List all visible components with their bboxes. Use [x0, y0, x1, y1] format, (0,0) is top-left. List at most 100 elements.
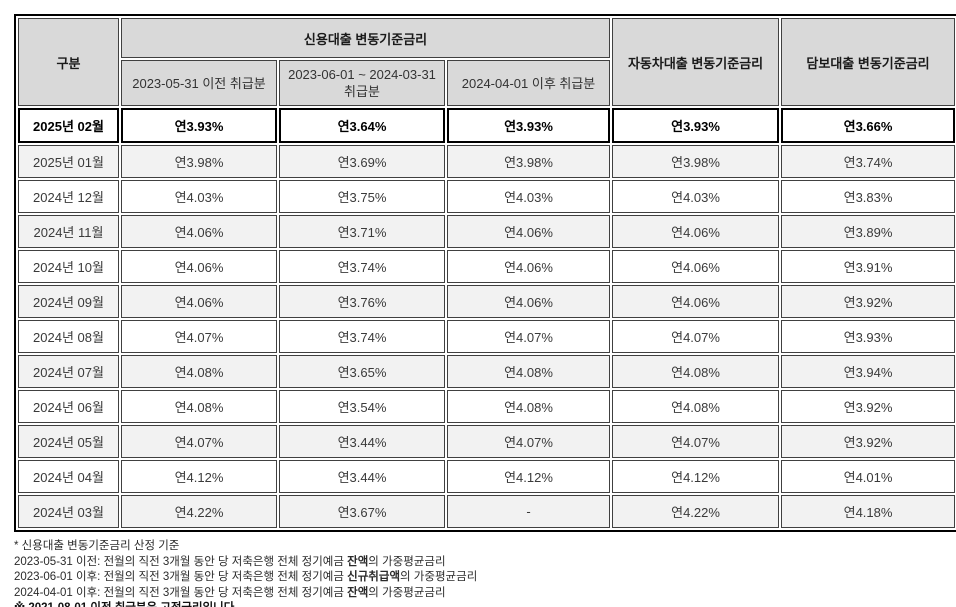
month-cell: 2024년 11월	[18, 215, 119, 248]
rate-cell: 연4.07%	[612, 320, 780, 353]
table-row: 2024년 05월 연4.07% 연3.44% 연4.07% 연4.07% 연3…	[18, 425, 956, 458]
month-cell: 2024년 04월	[18, 460, 119, 493]
rate-cell: 연3.83%	[781, 180, 956, 213]
rate-cell: 연4.06%	[121, 215, 277, 248]
rate-cell: 연3.92%	[781, 285, 956, 318]
footnote-basis-after-2024-04-01: 2024-04-01 이후: 전월의 직전 3개월 동안 당 저축은행 전체 정…	[14, 586, 446, 599]
rate-cell: 연3.44%	[279, 460, 445, 493]
month-cell: 2024년 08월	[18, 320, 119, 353]
rate-cell: 연3.54%	[279, 390, 445, 423]
table-row: 2024년 09월 연4.06% 연3.76% 연4.06% 연4.06% 연3…	[18, 285, 956, 318]
table-row: 2025년 01월 연3.98% 연3.69% 연3.98% 연3.98% 연3…	[18, 145, 956, 178]
rate-cell: 연3.69%	[279, 145, 445, 178]
rate-cell: 연3.93%	[121, 108, 277, 143]
table-row: 2024년 10월 연4.06% 연3.74% 연4.06% 연4.06% 연3…	[18, 250, 956, 283]
table-row: 2024년 08월 연4.07% 연3.74% 연4.07% 연4.07% 연3…	[18, 320, 956, 353]
rate-cell: 연4.06%	[121, 285, 277, 318]
rate-cell: 연4.12%	[121, 460, 277, 493]
rate-cell: 연4.12%	[612, 460, 780, 493]
rate-cell: 연4.03%	[121, 180, 277, 213]
rate-cell: 연4.08%	[121, 355, 277, 388]
rate-cell: 연3.92%	[781, 425, 956, 458]
rate-cell: 연3.98%	[612, 145, 780, 178]
month-cell: 2024년 05월	[18, 425, 119, 458]
rate-cell: -	[447, 495, 611, 528]
table-row: 2024년 06월 연4.08% 연3.54% 연4.08% 연4.08% 연3…	[18, 390, 956, 423]
month-cell: 2024년 07월	[18, 355, 119, 388]
rate-cell: 연4.12%	[447, 460, 611, 493]
header-credit-sub-2023-06-to-2024-03: 2023-06-01 ~ 2024-03-31 취급분	[279, 60, 445, 106]
rate-cell: 연4.08%	[447, 390, 611, 423]
footnotes: * 신용대출 변동기준금리 산정 기준 2023-05-31 이전: 전월의 직…	[0, 532, 956, 607]
rate-cell: 연3.74%	[279, 250, 445, 283]
rate-cell: 연4.06%	[612, 215, 780, 248]
rate-cell: 연4.07%	[121, 320, 277, 353]
rate-cell: 연3.44%	[279, 425, 445, 458]
header-category: 구분	[18, 18, 119, 106]
rate-cell: 연3.75%	[279, 180, 445, 213]
rate-cell: 연4.08%	[121, 390, 277, 423]
rate-cell: 연3.93%	[612, 108, 780, 143]
month-cell: 2024년 03월	[18, 495, 119, 528]
rates-table-container: 구분 신용대출 변동기준금리 자동차대출 변동기준금리 담보대출 변동기준금리 …	[14, 14, 956, 532]
rate-cell: 연4.07%	[612, 425, 780, 458]
rate-cell: 연4.22%	[612, 495, 780, 528]
header-credit-loan-group: 신용대출 변동기준금리	[121, 18, 611, 58]
rate-cell: 연3.93%	[781, 320, 956, 353]
month-cell: 2024년 09월	[18, 285, 119, 318]
rate-cell: 연3.92%	[781, 390, 956, 423]
rate-cell: 연4.06%	[447, 285, 611, 318]
rate-cell: 연3.93%	[447, 108, 611, 143]
month-cell: 2024년 06월	[18, 390, 119, 423]
rate-cell: 연4.07%	[121, 425, 277, 458]
rate-cell: 연4.18%	[781, 495, 956, 528]
rate-cell: 연3.74%	[279, 320, 445, 353]
rate-cell: 연3.67%	[279, 495, 445, 528]
rate-cell: 연4.06%	[612, 285, 780, 318]
rate-cell: 연3.89%	[781, 215, 956, 248]
footnote-credit-basis-title: * 신용대출 변동기준금리 산정 기준	[14, 540, 180, 552]
header-credit-sub-after-2024-04-01: 2024-04-01 이후 취급분	[447, 60, 611, 106]
rate-cell: 연4.06%	[447, 250, 611, 283]
header-row-subperiods: 2023-05-31 이전 취급분 2023-06-01 ~ 2024-03-3…	[18, 60, 955, 106]
rate-cell: 연4.07%	[447, 320, 611, 353]
rate-cell: 연3.91%	[781, 250, 956, 283]
rate-cell: 연4.07%	[447, 425, 611, 458]
rate-cell: 연4.06%	[612, 250, 780, 283]
table-row: 2024년 12월 연4.03% 연3.75% 연4.03% 연4.03% 연3…	[18, 180, 956, 213]
rate-cell: 연4.08%	[447, 355, 611, 388]
month-cell: 2025년 02월	[18, 108, 119, 143]
rate-cell: 연4.03%	[447, 180, 611, 213]
rate-cell: 연3.64%	[279, 108, 445, 143]
rate-cell: 연4.03%	[612, 180, 780, 213]
table-row-current-month: 2025년 02월 연3.93% 연3.64% 연3.93% 연3.93% 연3…	[18, 108, 956, 143]
rate-cell: 연3.98%	[447, 145, 611, 178]
header-row-groups: 구분 신용대출 변동기준금리 자동차대출 변동기준금리 담보대출 변동기준금리	[18, 18, 956, 106]
rate-cell: 연3.65%	[279, 355, 445, 388]
rate-cell: 연4.08%	[612, 355, 780, 388]
header-credit-sub-before-2023-05-31: 2023-05-31 이전 취급분	[121, 60, 277, 106]
rate-cell: 연4.06%	[447, 215, 611, 248]
rate-cell: 연3.76%	[279, 285, 445, 318]
rates-table: 구분 신용대출 변동기준금리 자동차대출 변동기준금리 담보대출 변동기준금리 …	[14, 14, 956, 532]
rate-cell: 연3.74%	[781, 145, 956, 178]
rate-cell: 연4.08%	[612, 390, 780, 423]
rate-cell: 연4.01%	[781, 460, 956, 493]
month-cell: 2024년 10월	[18, 250, 119, 283]
footnote-fixed-rate-notice: ※ 2021-08-01 이전 취급분은 고정금리입니다.	[14, 601, 942, 607]
rate-cell: 연3.98%	[121, 145, 277, 178]
table-row: 2024년 07월 연4.08% 연3.65% 연4.08% 연4.08% 연3…	[18, 355, 956, 388]
header-auto-loan: 자동차대출 변동기준금리	[612, 18, 780, 106]
header-mortgage-loan: 담보대출 변동기준금리	[781, 18, 956, 106]
table-row: 2024년 03월 연4.22% 연3.67% - 연4.22% 연4.18%	[18, 495, 956, 528]
table-row: 2024년 11월 연4.06% 연3.71% 연4.06% 연4.06% 연3…	[18, 215, 956, 248]
month-cell: 2024년 12월	[18, 180, 119, 213]
rate-cell: 연4.06%	[121, 250, 277, 283]
table-row: 2024년 04월 연4.12% 연3.44% 연4.12% 연4.12% 연4…	[18, 460, 956, 493]
month-cell: 2025년 01월	[18, 145, 119, 178]
rate-cell: 연4.22%	[121, 495, 277, 528]
footnote-basis-before-2023-05-31: 2023-05-31 이전: 전월의 직전 3개월 동안 당 저축은행 전체 정…	[14, 555, 446, 568]
footnote-basis-after-2023-06-01: 2023-06-01 이후: 전월의 직전 3개월 동안 당 저축은행 전체 정…	[14, 571, 478, 583]
rate-cell: 연3.71%	[279, 215, 445, 248]
